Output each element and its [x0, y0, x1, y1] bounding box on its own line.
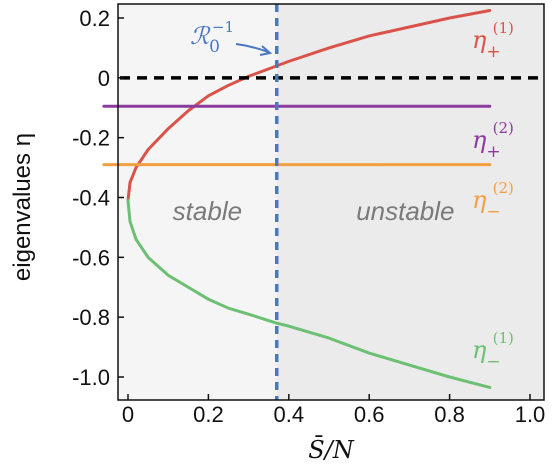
series-label-sup: (1): [493, 329, 514, 347]
x-tick-label: 0.2: [193, 402, 224, 427]
series-label-main: η: [472, 336, 487, 364]
series-label-main: η: [472, 26, 487, 54]
series-label-main: η: [472, 186, 487, 214]
region-stable: [118, 4, 277, 400]
series-label-0: η+ (1): [472, 19, 514, 62]
plot-area: stable unstable ℛ0−1: [102, 4, 544, 400]
threshold-label-sup: −1: [212, 18, 234, 36]
series-line-1: [126, 198, 492, 389]
region-unstable-label: unstable: [356, 196, 454, 226]
x-tick-label: 0.6: [354, 402, 385, 427]
y-tick-label: -0.6: [72, 245, 110, 270]
series-label-1: η− (1): [472, 329, 514, 372]
y-tick-label: 0: [98, 66, 110, 91]
series-label-sup: (1): [493, 19, 514, 37]
y-tick-label: 0.2: [79, 6, 110, 31]
x-tick-label: 1.0: [515, 402, 546, 427]
y-axis-ticks: 0.2 0 -0.2 -0.4 -0.6 -0.8 -1.0: [72, 6, 124, 390]
threshold-label-sub: 0: [209, 37, 220, 57]
y-tick-label: -0.4: [72, 186, 110, 211]
series-label-sub: −: [486, 202, 500, 222]
region-unstable: [276, 4, 544, 400]
x-tick-label: 0.4: [274, 402, 305, 427]
series-layer: [102, 9, 492, 389]
x-axis-ticks: 0 0.2 0.4 0.6 0.8 1.0: [122, 394, 545, 427]
y-tick-label: -0.2: [72, 126, 110, 151]
x-axis-label: S̄/N: [308, 436, 355, 464]
series-label-3: η− (2): [472, 179, 514, 222]
y-tick-label: -1.0: [72, 365, 110, 390]
region-stable-label: stable: [173, 196, 242, 226]
series-label-sub: +: [486, 142, 500, 162]
y-tick-label: -0.8: [72, 305, 110, 330]
plot-frame: [117, 3, 545, 401]
series-label-sup: (2): [493, 179, 514, 197]
series-label-2: η+ (2): [472, 119, 514, 162]
threshold-label-main: ℛ: [190, 22, 211, 50]
x-tick-label: 0: [122, 402, 134, 427]
series-line-0: [126, 9, 492, 202]
series-labels: η+(1)η−(1)η+(2)η−(2): [472, 19, 514, 372]
threshold-label: ℛ0−1: [190, 18, 234, 57]
threshold-arrow: [235, 43, 273, 56]
series-label-sub: −: [486, 352, 500, 372]
series-label-sub: +: [486, 42, 500, 62]
series-label-sup: (2): [493, 119, 514, 137]
y-axis-label: eigenvalues η: [9, 133, 36, 281]
x-tick-label: 0.8: [434, 402, 465, 427]
series-label-main: η: [472, 126, 487, 154]
